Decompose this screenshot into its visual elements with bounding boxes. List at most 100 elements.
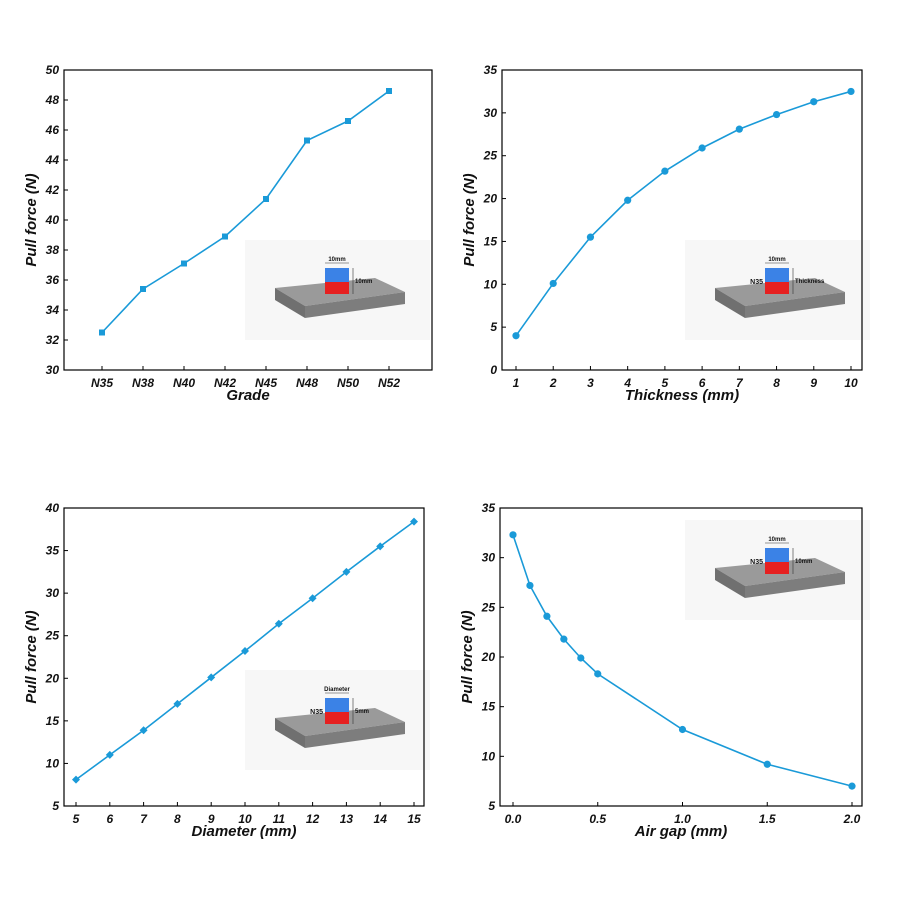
y-tick-label: 44: [45, 153, 60, 167]
data-point-circle: [526, 581, 534, 590]
magnet-inset: 10mm N35 Thickness: [685, 240, 870, 340]
y-tick-label: 30: [484, 106, 498, 120]
x-tick-label: N38: [132, 376, 154, 390]
inset-label-top: 10mm: [768, 257, 785, 263]
y-tick-label: 20: [481, 650, 496, 664]
data-point-circle: [543, 612, 551, 620]
data-point-circle: [735, 125, 743, 133]
y-tick-label: 38: [46, 243, 60, 257]
y-tick-label: 10: [482, 749, 496, 763]
x-tick-label: 2: [549, 376, 557, 390]
x-tick-label: N45: [255, 376, 277, 390]
inset-label-grade: N35: [750, 279, 763, 286]
plot-frame: [501, 69, 863, 371]
y-axis-label: Pull force (N): [459, 610, 476, 703]
steel-plate-side: [275, 718, 305, 748]
data-point-circle: [698, 144, 706, 152]
y-axis-label: Pull force (N): [23, 173, 40, 266]
y-tick-label: 25: [483, 149, 498, 163]
data-point-square: [304, 137, 310, 144]
data-point-circle: [678, 725, 687, 734]
data-point-circle: [763, 760, 771, 768]
data-point-square: [263, 196, 269, 202]
data-point-square: [222, 233, 228, 240]
y-tick-label: 5: [52, 799, 59, 813]
x-tick-label: 0.0: [505, 812, 522, 826]
magnet-inset: 10mm 10mm: [245, 240, 430, 340]
data-point-diamond: [207, 673, 216, 682]
x-tick-label: 1.0: [674, 812, 691, 826]
x-tick-label: 2.0: [843, 812, 861, 826]
y-tick-label: 10: [46, 756, 60, 770]
data-point-diamond: [72, 775, 80, 784]
x-tick-label: 6: [699, 376, 706, 390]
y-tick-label: 42: [45, 183, 60, 197]
x-tick-label: 5: [662, 376, 669, 390]
y-tick-label: 5: [490, 320, 497, 334]
plot-frame: [63, 507, 425, 807]
data-point-square: [181, 260, 187, 267]
x-tick-label: N50: [337, 376, 359, 390]
x-tick-label: N52: [378, 376, 400, 390]
magnet-south: [325, 282, 349, 294]
inset-label-top: 10mm: [328, 257, 345, 263]
y-tick-label: 35: [484, 63, 498, 77]
y-tick-label: 36: [46, 273, 60, 287]
data-point-diamond: [410, 517, 418, 526]
magnet-north: [765, 548, 789, 562]
x-tick-label: N42: [214, 376, 236, 390]
y-tick-label: 10: [484, 277, 498, 291]
x-tick-label: N35: [91, 376, 113, 390]
inset-label-side: Thickness: [795, 279, 825, 285]
data-point-circle: [624, 196, 632, 204]
x-tick-label: 9: [208, 812, 215, 826]
y-tick-label: 20: [483, 192, 498, 206]
x-tick-label: 10: [844, 376, 858, 390]
y-tick-label: 15: [482, 700, 496, 714]
data-point-diamond: [308, 594, 317, 603]
inset-label-side: 5mm: [355, 709, 369, 715]
y-tick-label: 34: [46, 303, 60, 317]
y-axis-label: Pull force (N): [461, 173, 478, 266]
steel-plate-front: [745, 572, 845, 598]
series-line: [515, 90, 852, 337]
x-tick-label: 1: [513, 376, 520, 390]
x-axis-label: Diameter (mm): [191, 823, 296, 840]
x-tick-label: N40: [173, 376, 195, 390]
x-tick-label: 5: [73, 812, 80, 826]
magnet-north: [765, 268, 789, 282]
data-point-circle: [848, 782, 856, 790]
y-tick-label: 20: [45, 671, 60, 685]
x-tick-label: 0.5: [589, 812, 606, 826]
data-point-circle: [594, 670, 602, 678]
data-point-diamond: [376, 542, 385, 551]
data-point-diamond: [342, 567, 351, 576]
x-tick-label: 7: [140, 812, 148, 826]
x-tick-label: 14: [374, 812, 388, 826]
data-point-square: [99, 329, 105, 336]
steel-plate-front: [305, 292, 405, 318]
data-point-circle: [549, 279, 557, 288]
inset-label-side: 10mm: [795, 559, 812, 565]
x-tick-label: 15: [407, 812, 421, 826]
y-tick-label: 35: [46, 544, 60, 558]
steel-plate-side: [715, 568, 745, 598]
data-point-circle: [512, 332, 520, 340]
x-tick-label: 7: [736, 376, 744, 390]
x-axis-label: Air gap (mm): [634, 823, 728, 840]
x-tick-label: 8: [174, 812, 181, 826]
y-tick-label: 35: [482, 501, 496, 515]
y-tick-label: 32: [46, 333, 60, 347]
data-point-square: [386, 88, 392, 94]
y-tick-label: 48: [45, 93, 60, 107]
magnet-north: [325, 698, 349, 712]
data-point-circle: [847, 87, 855, 96]
chart-4: 10mm N35 10mm 0.0 0.5 1.0 1.5 2.0 5 10 15 20 25 30 35 A…: [459, 501, 870, 840]
data-point-diamond: [173, 699, 182, 708]
data-point-diamond: [274, 619, 283, 628]
y-tick-label: 30: [46, 586, 60, 600]
y-tick-label: 25: [481, 600, 496, 614]
magnet-inset: Diameter N35 5mm: [245, 670, 430, 770]
inset-label-grade: N35: [750, 559, 763, 566]
